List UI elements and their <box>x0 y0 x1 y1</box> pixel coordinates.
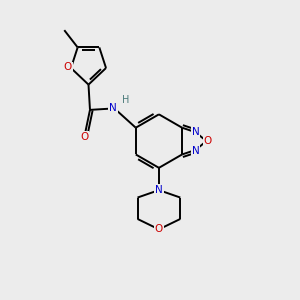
Text: N: N <box>192 127 199 136</box>
Text: O: O <box>80 132 88 142</box>
Text: N: N <box>155 185 163 195</box>
Text: N: N <box>192 146 199 156</box>
Text: O: O <box>155 224 163 234</box>
Text: O: O <box>204 136 212 146</box>
Text: H: H <box>122 95 129 105</box>
Text: O: O <box>64 62 72 72</box>
Text: N: N <box>109 103 117 113</box>
